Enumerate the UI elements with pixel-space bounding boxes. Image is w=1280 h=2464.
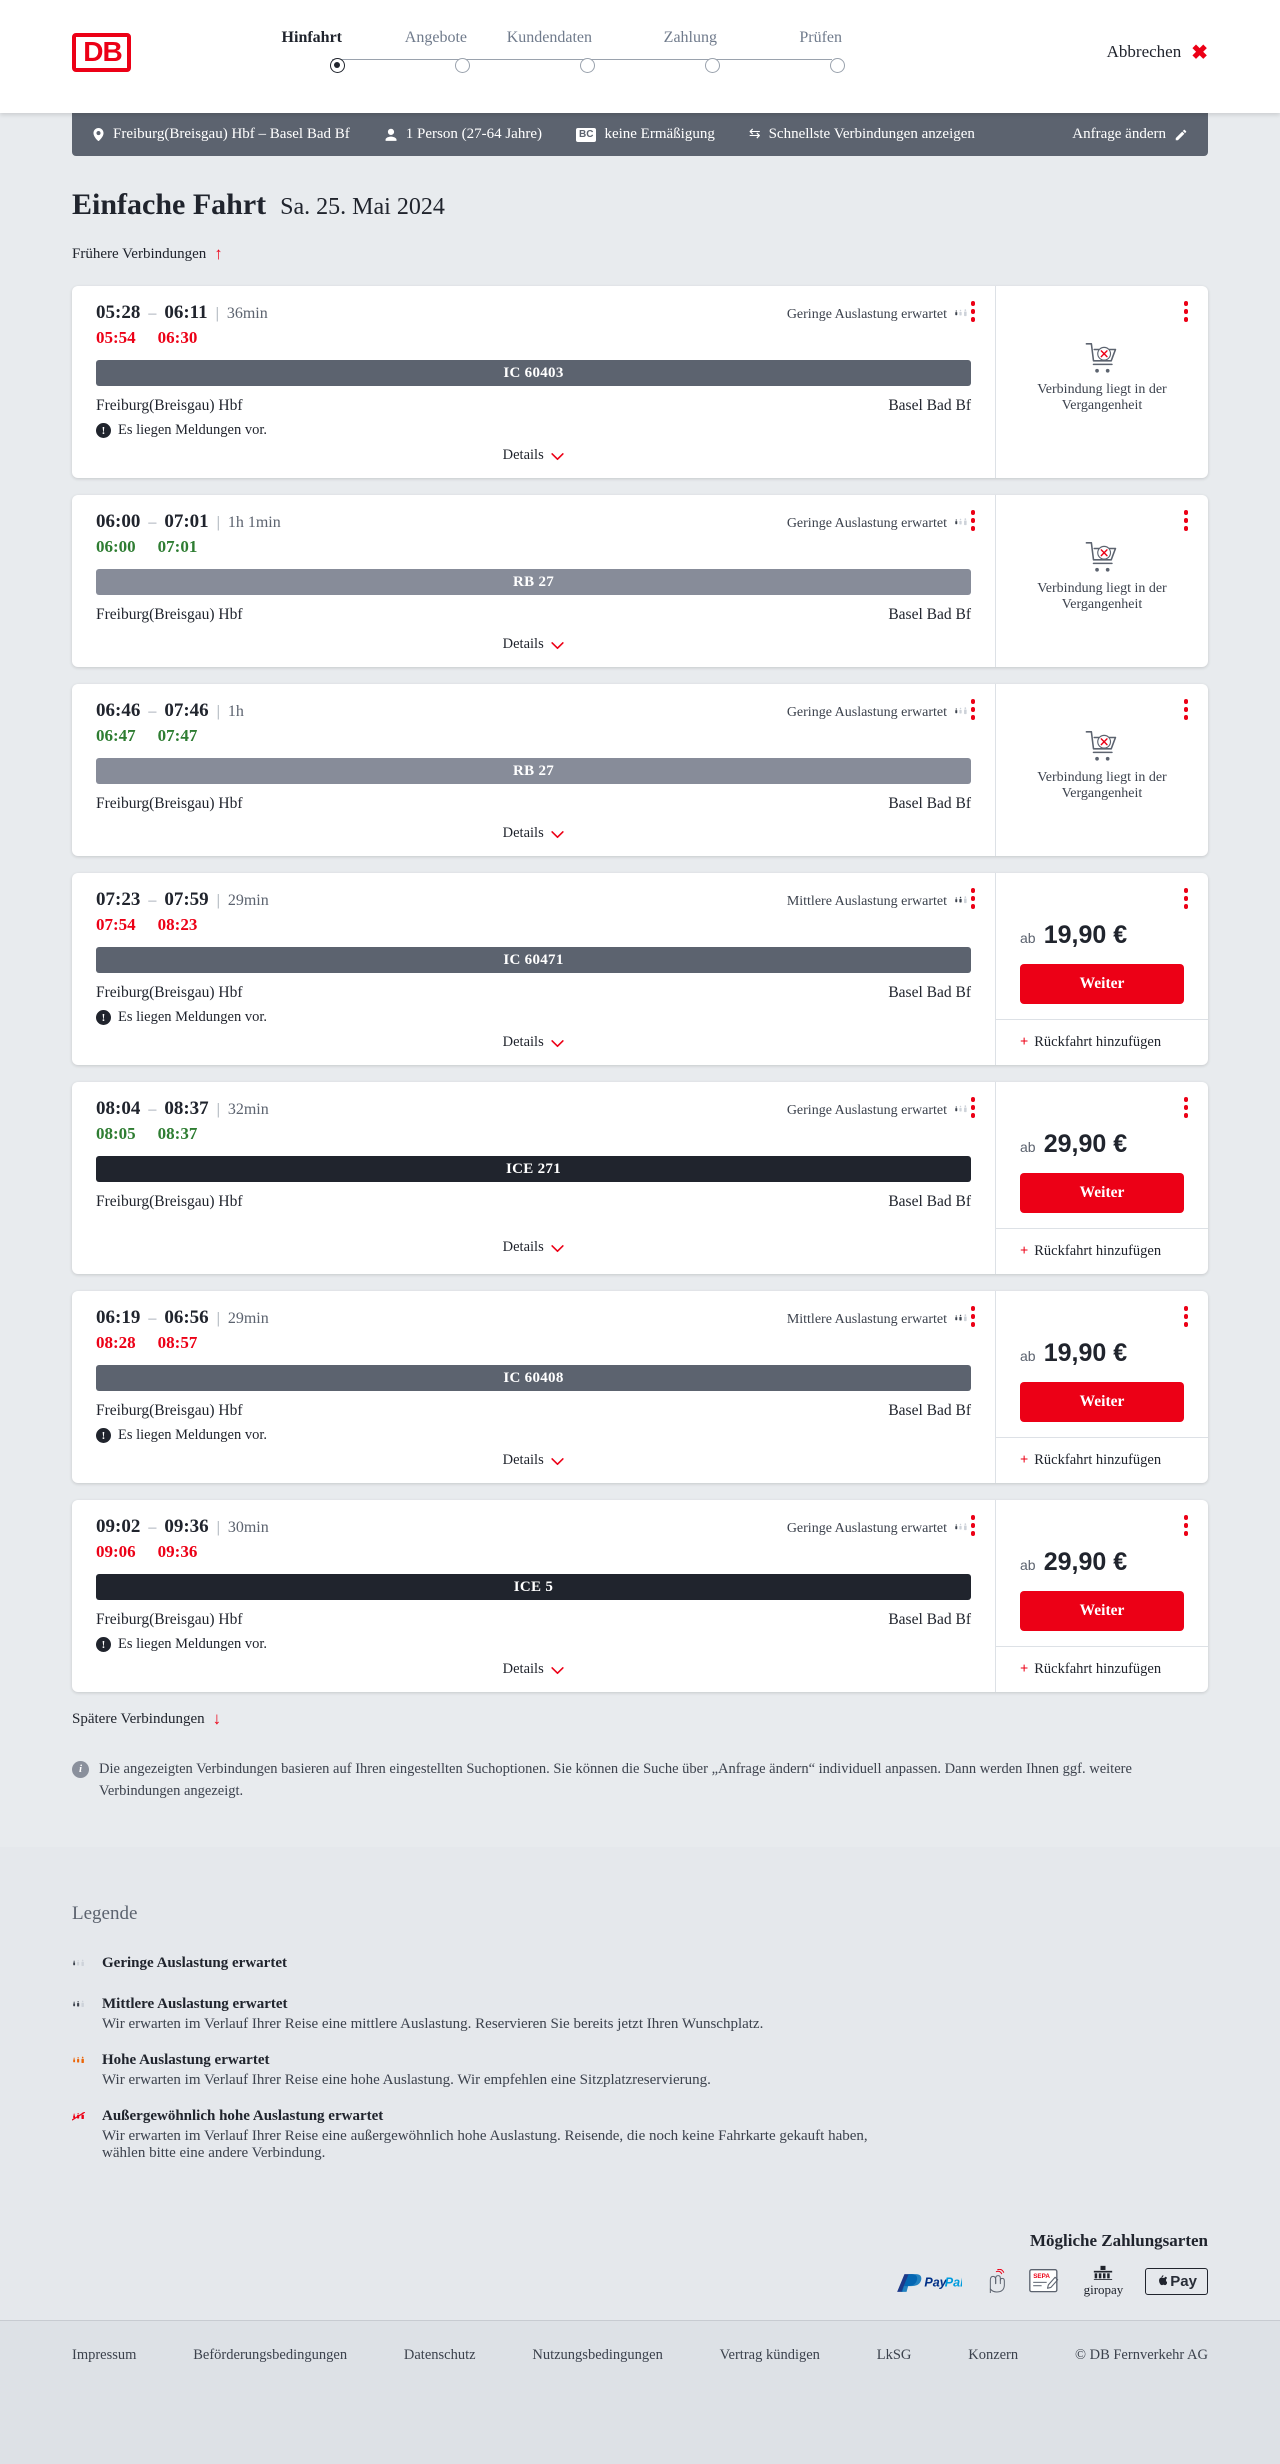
svg-text:Pal: Pal — [944, 2275, 961, 2289]
svg-text:SEPA: SEPA — [1033, 2273, 1050, 2280]
svg-text:Pay: Pay — [924, 2275, 947, 2289]
